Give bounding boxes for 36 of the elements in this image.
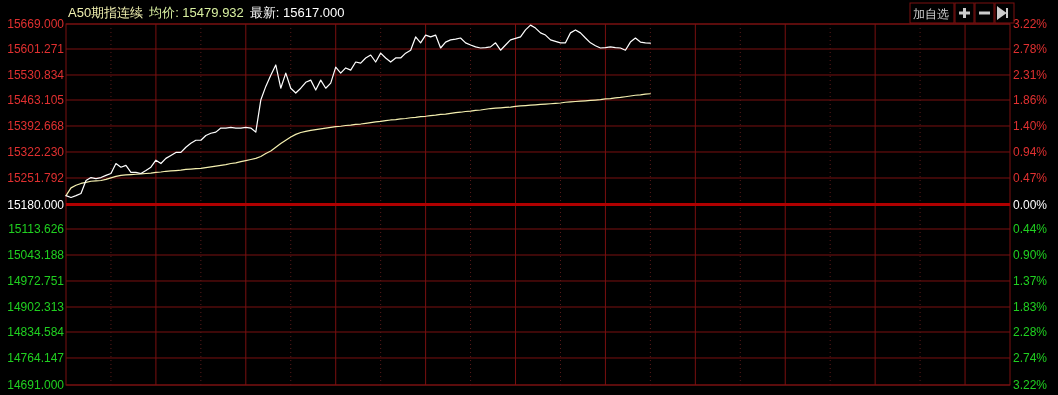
y-tick-label: 15180.000 bbox=[7, 197, 65, 212]
y2-tick-label: 0.00% bbox=[1013, 197, 1048, 212]
y2-tick-label: 2.31% bbox=[1013, 68, 1048, 83]
y2-tick-label: 0.90% bbox=[1013, 247, 1048, 262]
y-tick-label: 15601.271 bbox=[7, 42, 65, 56]
y-tick-label: 14691.000 bbox=[7, 378, 65, 392]
y2-tick-label: 2.74% bbox=[1013, 351, 1048, 366]
y2-tick-label: 1.37% bbox=[1013, 274, 1048, 289]
y2-tick-label: 1.86% bbox=[1013, 93, 1048, 108]
y-tick-label: 14972.751 bbox=[7, 274, 65, 288]
text: 加自选 bbox=[913, 7, 949, 21]
y2-tick-label: 0.44% bbox=[1013, 222, 1048, 237]
y-tick-label: 15043.188 bbox=[7, 248, 65, 262]
y2-tick-label: 0.94% bbox=[1013, 144, 1048, 159]
y2-tick-label: 1.40% bbox=[1013, 119, 1048, 134]
line-series bbox=[65, 24, 651, 199]
y-tick-label: 14902.313 bbox=[7, 300, 65, 314]
y-tick-label: 14764.147 bbox=[7, 351, 65, 365]
text: 均价: 15479.932 bbox=[148, 5, 244, 20]
y-tick-label: 14834.584 bbox=[7, 325, 65, 339]
y-tick-label: 15322.230 bbox=[7, 145, 65, 159]
y-tick-label: 15392.668 bbox=[7, 119, 65, 133]
text: 最新: 15617.000 bbox=[249, 5, 345, 20]
y-tick-label: 15113.626 bbox=[8, 222, 65, 236]
y2-tick-label: 2.28% bbox=[1013, 325, 1048, 340]
y-tick-label: 15463.105 bbox=[7, 93, 65, 107]
y-tick-label: 15669.000 bbox=[7, 17, 65, 31]
chart-title: A50期指连续 bbox=[68, 5, 144, 20]
y2-tick-label: 3.22% bbox=[1013, 17, 1048, 31]
y-tick-label: 15530.834 bbox=[7, 68, 65, 82]
y2-tick-label: 2.78% bbox=[1013, 41, 1048, 56]
y2-tick-label: 1.83% bbox=[1013, 300, 1048, 315]
y2-tick-label: 0.47% bbox=[1013, 171, 1048, 186]
line-series bbox=[65, 93, 651, 197]
y2-tick-label: 3.22% bbox=[1013, 378, 1048, 392]
y-tick-label: 15251.792 bbox=[7, 171, 65, 185]
